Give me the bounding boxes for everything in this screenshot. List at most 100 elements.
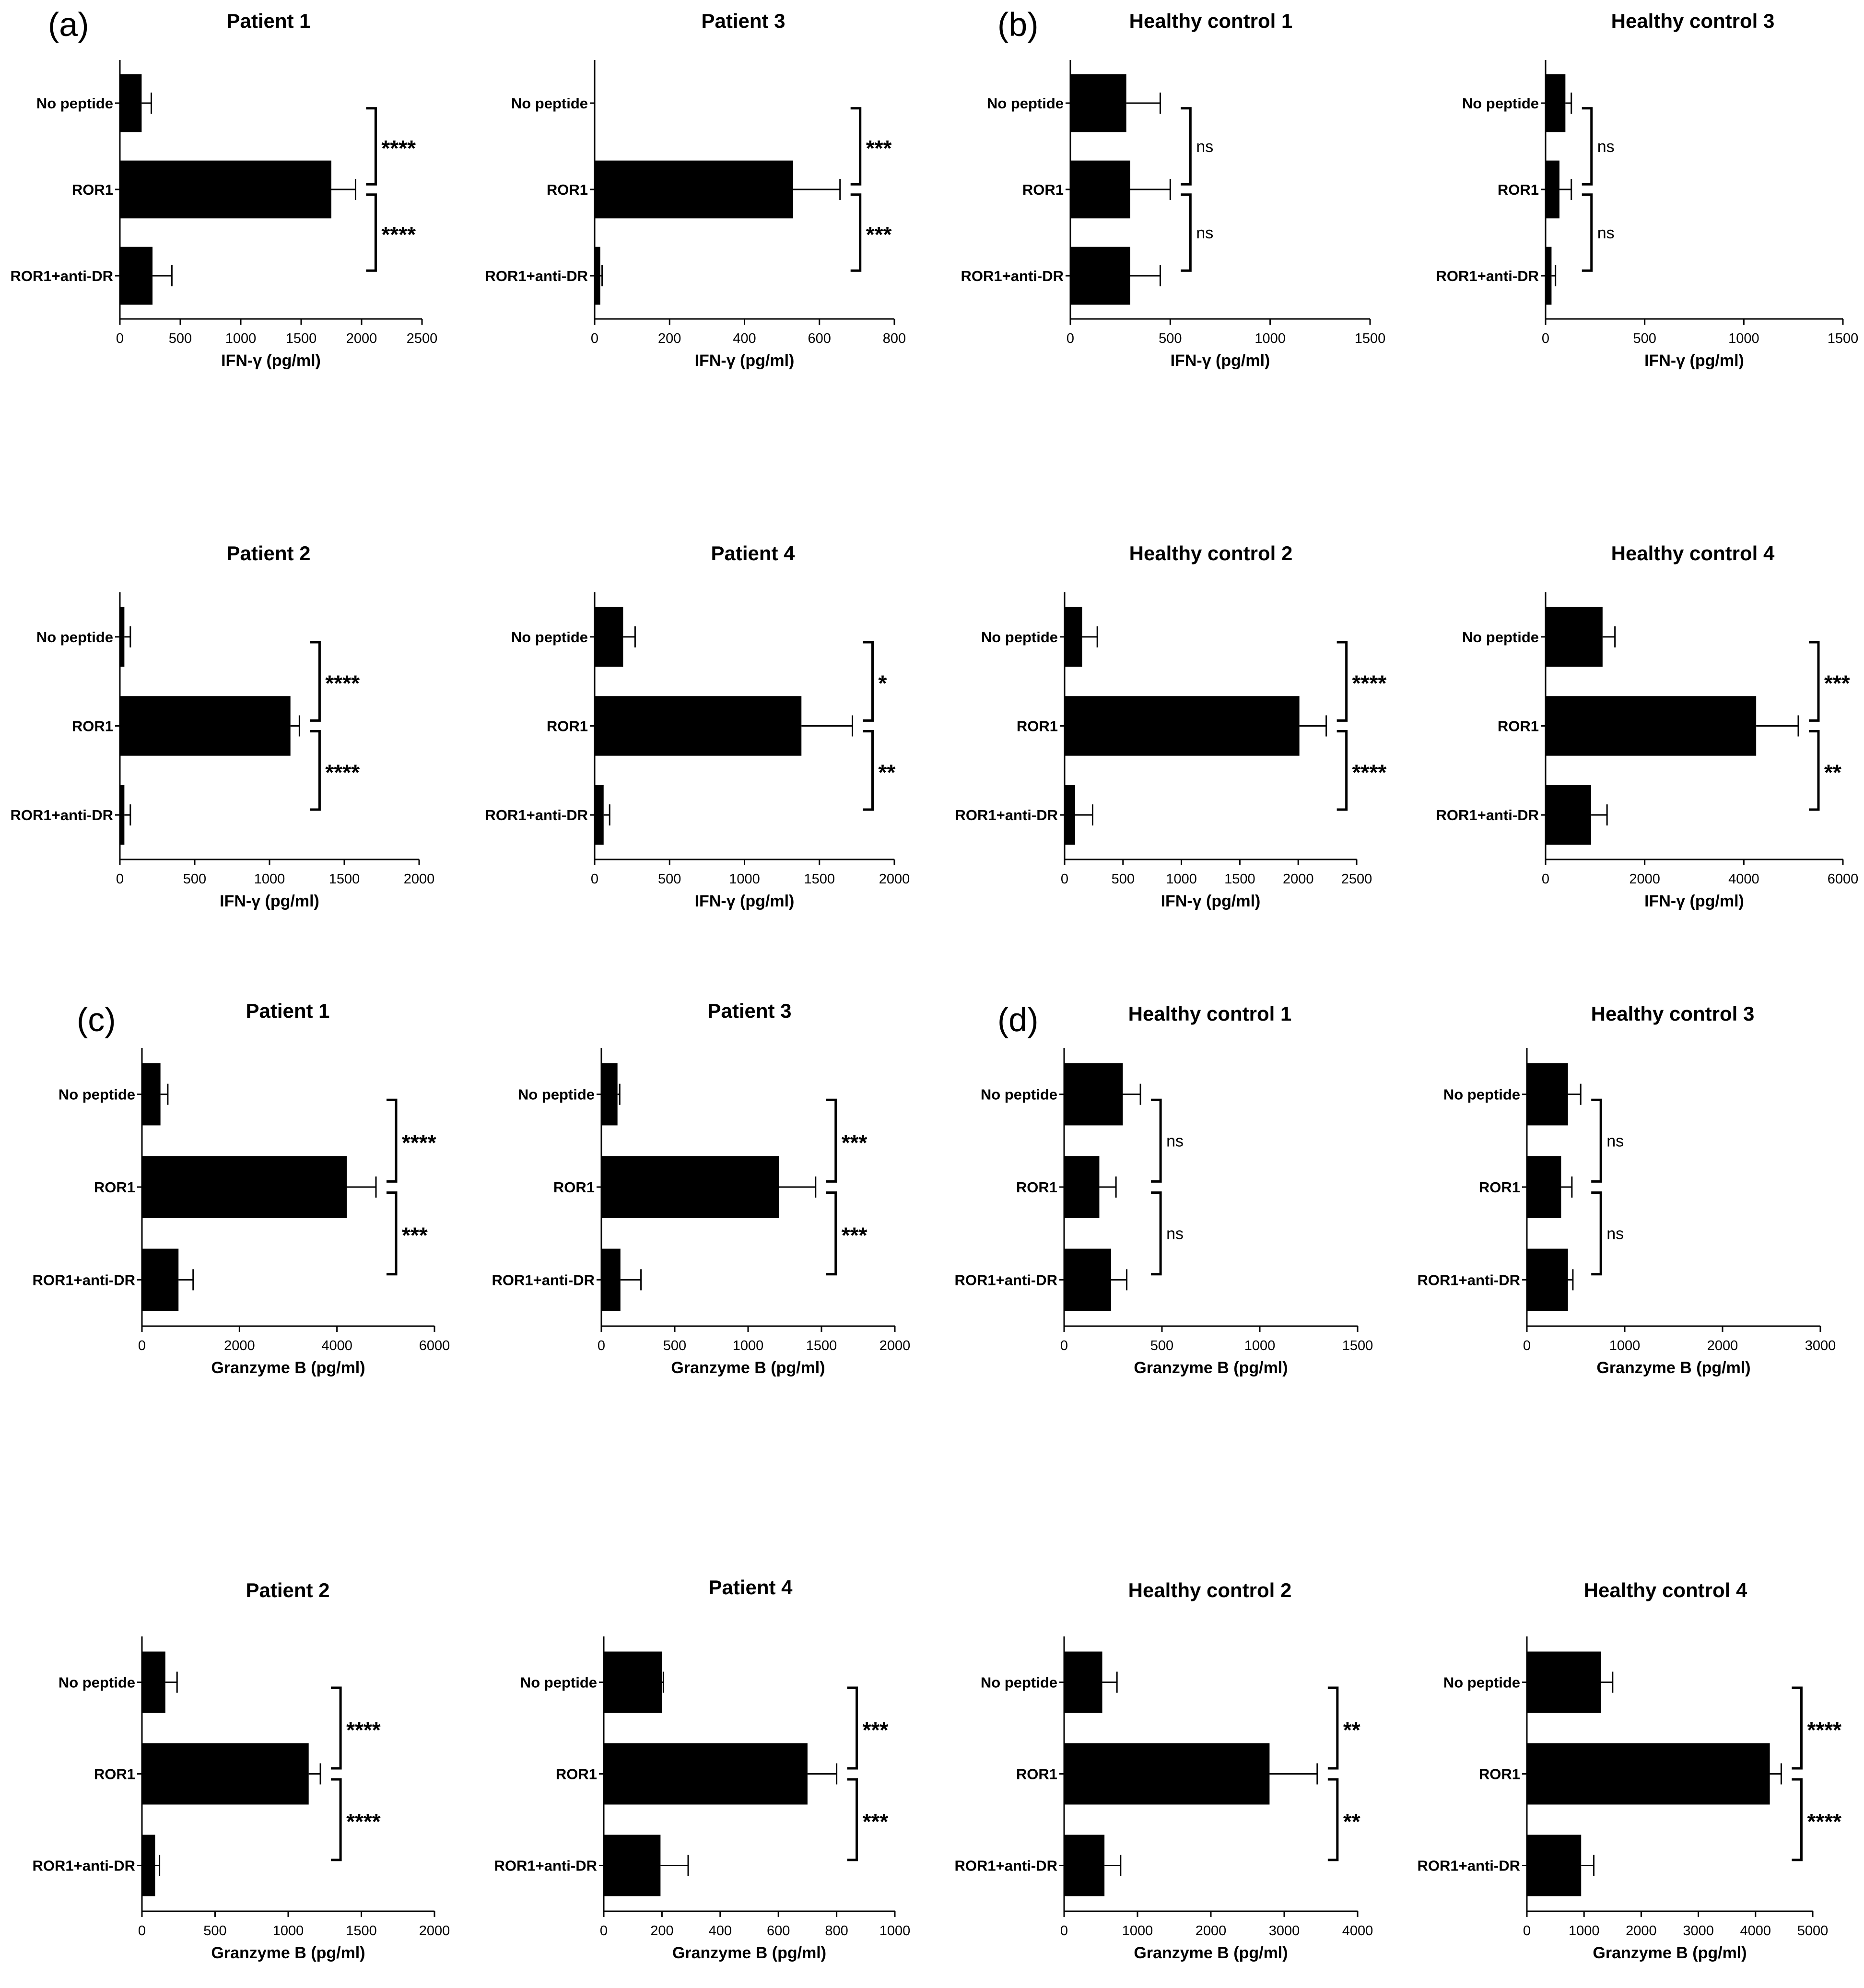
chart-2-bracket-2 xyxy=(850,193,862,272)
chart-15-significance-1: ** xyxy=(1343,1717,1360,1742)
chart-2-x-axis-label: IFN-γ (pg/ml) xyxy=(695,352,795,370)
chart-15-bar-ror1 xyxy=(1064,1743,1270,1805)
chart-11-bracket-1 xyxy=(1151,1098,1162,1183)
chart-14-x-axis-label: Granzyme B (pg/ml) xyxy=(672,1944,826,1962)
chart-11-x-tick-label-0: 0 xyxy=(1060,1338,1068,1353)
chart-10-bar-ror1 xyxy=(601,1156,779,1218)
chart-8-bracket-1 xyxy=(1809,641,1820,722)
chart-8-title: Healthy control 4 xyxy=(1611,542,1775,565)
chart-16-title: Healthy control 4 xyxy=(1584,1579,1747,1601)
chart-15-bracket-1 xyxy=(1327,1686,1339,1770)
chart-5-bracket-1 xyxy=(310,641,321,722)
chart-16-category-label-no-peptide: No peptide xyxy=(1443,1674,1520,1691)
chart-13-bracket-2 xyxy=(331,1778,342,1861)
chart-1-bar-ror1 xyxy=(120,160,331,219)
chart-7-x-tick-label-2500: 2500 xyxy=(1341,871,1372,887)
chart-5-significance-2: **** xyxy=(325,760,360,785)
chart-7-bar-ror1-anti-dr xyxy=(1065,785,1075,845)
chart-5-x-tick-label-1500: 1500 xyxy=(329,871,360,887)
chart-5-bar-ror1 xyxy=(120,696,291,756)
chart-12-bar-ror1 xyxy=(1527,1156,1561,1218)
chart-5-x-axis-label: IFN-γ (pg/ml) xyxy=(220,892,319,910)
chart-14-title: Patient 4 xyxy=(708,1576,793,1599)
chart-7: Healthy control 2 No peptide ROR1 ROR1+anti… xyxy=(955,542,1387,910)
chart-16-x-tick-label-0: 0 xyxy=(1523,1923,1531,1939)
chart-13-category-label-ror1-anti-dr: ROR1+anti-DR xyxy=(33,1858,135,1874)
chart-9: Patient 1 No peptide ROR1 ROR1+anti-DR 0 2000… xyxy=(33,1000,450,1377)
chart-1-bar-no-peptide xyxy=(120,74,142,132)
chart-16-bar-ror1 xyxy=(1527,1743,1770,1805)
chart-13-x-tick-label-0: 0 xyxy=(138,1923,146,1939)
chart-9-bar-ror1 xyxy=(142,1156,347,1218)
chart-10-bar-no-peptide xyxy=(601,1063,618,1126)
chart-12-significance-1: ns xyxy=(1606,1132,1624,1150)
chart-12-title: Healthy control 3 xyxy=(1591,1002,1755,1025)
chart-16-x-tick-label-2000: 2000 xyxy=(1626,1923,1657,1939)
chart-16-x-tick-label-3000: 3000 xyxy=(1683,1923,1714,1939)
chart-2-bracket-1 xyxy=(850,107,862,186)
chart-10-x-tick-label-1000: 1000 xyxy=(733,1338,764,1353)
chart-3-category-label-ror1: ROR1 xyxy=(1022,181,1064,198)
chart-16-bar-ror1-anti-dr xyxy=(1527,1835,1582,1896)
chart-6-bar-ror1-anti-dr xyxy=(595,785,604,845)
chart-10-x-tick-label-1500: 1500 xyxy=(806,1338,837,1353)
chart-1-x-tick-label-1000: 1000 xyxy=(225,331,257,346)
chart-4-bracket-1 xyxy=(1582,107,1593,186)
chart-4-category-label-no-peptide: No peptide xyxy=(1462,95,1539,112)
panel-letter-b: (b) xyxy=(997,6,1039,43)
chart-15-x-tick-label-4000: 4000 xyxy=(1342,1923,1373,1939)
chart-8-bar-ror1 xyxy=(1546,696,1757,756)
chart-9-x-tick-label-6000: 6000 xyxy=(419,1338,450,1353)
panel-letter-c: (c) xyxy=(77,1001,116,1038)
chart-6-category-label-ror1-anti-dr: ROR1+anti-DR xyxy=(485,807,588,823)
chart-6-bracket-1 xyxy=(863,641,874,722)
chart-10-significance-2: *** xyxy=(842,1223,868,1248)
chart-7-x-tick-label-500: 500 xyxy=(1112,871,1135,887)
chart-10-bar-ror1-anti-dr xyxy=(601,1248,621,1311)
chart-8-x-tick-label-2000: 2000 xyxy=(1629,871,1660,887)
chart-5-category-label-no-peptide: No peptide xyxy=(36,629,113,646)
chart-7-bracket-2 xyxy=(1336,730,1348,811)
chart-1-x-axis-label: IFN-γ (pg/ml) xyxy=(221,352,321,370)
chart-14-x-tick-label-600: 600 xyxy=(767,1923,790,1939)
chart-6-x-tick-label-2000: 2000 xyxy=(879,871,910,887)
chart-9-x-tick-label-0: 0 xyxy=(138,1338,146,1353)
chart-6-bar-no-peptide xyxy=(595,607,623,667)
chart-14-category-label-ror1: ROR1 xyxy=(556,1766,597,1783)
chart-3-title: Healthy control 1 xyxy=(1129,10,1293,32)
chart-16: Healthy control 4 No peptide ROR1 ROR1+anti… xyxy=(1418,1579,1842,1962)
chart-15-significance-2: ** xyxy=(1343,1809,1360,1834)
chart-15-title: Healthy control 2 xyxy=(1128,1579,1292,1601)
chart-4-x-tick-label-0: 0 xyxy=(1542,331,1549,346)
chart-3-significance-1: ns xyxy=(1196,138,1213,156)
chart-10-title: Patient 3 xyxy=(707,1000,791,1022)
chart-9-category-label-ror1-anti-dr: ROR1+anti-DR xyxy=(33,1271,135,1288)
chart-6-x-tick-label-1500: 1500 xyxy=(804,871,835,887)
chart-5-bar-ror1-anti-dr xyxy=(120,785,125,845)
chart-6-category-label-no-peptide: No peptide xyxy=(511,629,588,646)
chart-8-category-label-no-peptide: No peptide xyxy=(1462,629,1539,646)
chart-14-x-tick-label-400: 400 xyxy=(709,1923,732,1939)
chart-16-category-label-ror1: ROR1 xyxy=(1479,1766,1520,1783)
chart-13-x-tick-label-500: 500 xyxy=(203,1923,226,1939)
chart-9-title: Patient 1 xyxy=(246,1000,329,1022)
chart-11-category-label-ror1-anti-dr: ROR1+anti-DR xyxy=(955,1271,1057,1288)
chart-15-category-label-no-peptide: No peptide xyxy=(981,1674,1057,1691)
chart-4-bar-ror1-anti-dr xyxy=(1546,247,1552,305)
chart-11-x-tick-label-500: 500 xyxy=(1150,1338,1173,1353)
chart-4-category-label-ror1: ROR1 xyxy=(1498,181,1539,198)
chart-15-x-tick-label-2000: 2000 xyxy=(1196,1923,1227,1939)
chart-13-bar-ror1-anti-dr xyxy=(142,1835,155,1896)
chart-1-category-label-ror1-anti-dr: ROR1+anti-DR xyxy=(11,268,113,284)
chart-9-bracket-1 xyxy=(387,1098,398,1183)
chart-1-significance-2: **** xyxy=(381,222,416,247)
chart-12-bracket-2 xyxy=(1591,1191,1602,1276)
chart-7-significance-1: **** xyxy=(1352,671,1387,696)
chart-13-bar-no-peptide xyxy=(142,1651,165,1713)
chart-1-x-tick-label-1500: 1500 xyxy=(286,331,317,346)
chart-5-title: Patient 2 xyxy=(226,542,310,565)
chart-3-bracket-2 xyxy=(1181,193,1192,272)
chart-8-bar-ror1-anti-dr xyxy=(1546,785,1592,845)
chart-5-bracket-2 xyxy=(310,730,321,811)
chart-10-x-tick-label-2000: 2000 xyxy=(879,1338,911,1353)
